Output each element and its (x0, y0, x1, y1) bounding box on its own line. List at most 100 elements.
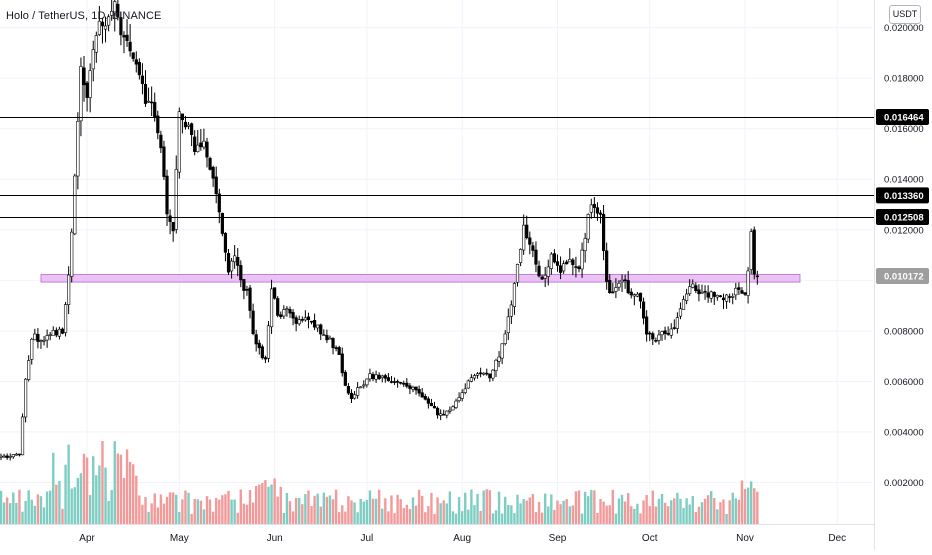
candle-body (377, 374, 381, 379)
volume-bar (45, 491, 49, 524)
candle-body (325, 335, 329, 341)
volume-bar (602, 501, 605, 524)
candle (374, 370, 378, 383)
candle (202, 128, 206, 150)
candle (137, 58, 141, 80)
candle-body (724, 294, 729, 302)
candle-body (236, 256, 240, 266)
support-zone[interactable] (40, 274, 801, 283)
candle (577, 265, 581, 273)
volume-bar (371, 498, 375, 524)
volume-bar (282, 513, 286, 524)
candle (180, 113, 184, 134)
volume-bar (467, 509, 470, 524)
volume-bar (559, 504, 562, 524)
candle-body (70, 231, 74, 277)
volume-bar (359, 498, 362, 524)
candle (429, 398, 434, 407)
candle (297, 315, 301, 326)
volume-bar (691, 495, 694, 524)
candle-body (562, 263, 566, 272)
candle-body (242, 279, 246, 291)
candle (654, 337, 658, 343)
volume-bar (15, 502, 18, 524)
candle (119, 11, 123, 46)
volume-bar (211, 511, 215, 524)
volume-bar (79, 473, 83, 524)
candle (734, 282, 738, 300)
candle (205, 137, 209, 168)
volume-bar (233, 499, 236, 524)
candle (190, 122, 194, 147)
candle-body (11, 454, 15, 458)
time-tick-label: May (170, 533, 189, 544)
candle-body (128, 41, 132, 52)
volume-bar (110, 489, 113, 524)
candle-body (402, 383, 406, 385)
candle-body (525, 224, 529, 239)
candle-body (211, 166, 215, 179)
volume-bar (285, 492, 289, 524)
volume-bar (703, 498, 707, 524)
candle-body (205, 141, 209, 158)
level-price-tag-bg (876, 187, 929, 204)
candle (506, 308, 510, 341)
candle (186, 122, 191, 130)
candle-body (319, 324, 323, 335)
time-tick-label: Nov (736, 533, 754, 544)
candle (20, 413, 25, 456)
volume-bar (107, 500, 110, 524)
candle-body (614, 287, 618, 292)
candle (177, 107, 181, 179)
candle-body (100, 21, 105, 27)
candle-body (439, 413, 443, 416)
volume-bar (5, 497, 9, 524)
candle (439, 409, 443, 421)
candle-body (88, 70, 92, 98)
volume-bar (104, 467, 107, 524)
candle-body (140, 75, 145, 84)
volume-bar (128, 461, 132, 524)
candle-body (368, 373, 372, 380)
candle (675, 312, 679, 334)
candle (632, 293, 636, 306)
currency-button[interactable]: USDT (889, 5, 921, 24)
time-tick-label: Jul (360, 533, 373, 544)
candle (359, 386, 363, 389)
candle (601, 205, 606, 261)
time-tick-label: Apr (79, 533, 95, 544)
candle-body (479, 372, 483, 375)
volume-bar (199, 500, 203, 524)
volume-bar (568, 506, 571, 524)
candle (589, 198, 593, 219)
candle-body (632, 294, 636, 297)
candle-body (414, 386, 418, 391)
exchange-label: BINANCE (111, 10, 162, 22)
horizontal-levels[interactable] (0, 117, 874, 218)
candle-body (423, 396, 427, 400)
volume-bar (633, 508, 636, 524)
candle-body (700, 292, 704, 294)
volume-bar (676, 492, 679, 524)
candle-body (494, 359, 498, 371)
candle (678, 302, 683, 320)
candle-body (276, 298, 280, 316)
time-axis[interactable]: Apr May Jun Jul Aug Sep Oct Nov Dec (0, 524, 874, 545)
candle-body (469, 377, 473, 382)
time-tick-label: Sep (549, 533, 567, 544)
candle (107, 14, 111, 32)
candle (389, 376, 394, 384)
candle (740, 287, 744, 294)
candle (503, 330, 507, 346)
candle-body (675, 317, 679, 329)
candle-body (285, 308, 289, 311)
volume-bar (245, 504, 249, 524)
candle-body (125, 34, 129, 41)
volume-bar (510, 505, 513, 524)
symbol-legend[interactable]: Holo / TetherUS, 1D, BINANCE (6, 10, 162, 22)
price-axis[interactable]: 0.0020000.0040000.0060000.0080000.010000… (874, 0, 930, 550)
candle (448, 406, 452, 414)
volume-bar (743, 488, 747, 524)
